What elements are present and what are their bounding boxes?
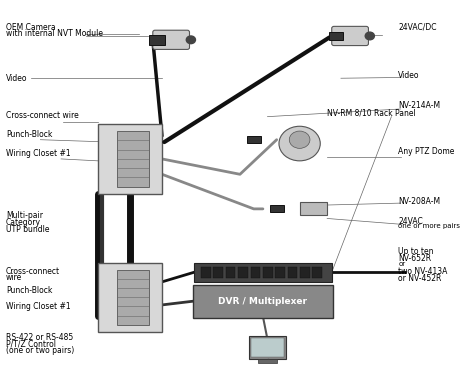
Text: Category: Category	[6, 218, 41, 227]
Text: Punch-Block: Punch-Block	[6, 130, 52, 139]
Text: RS-422 or RS-485: RS-422 or RS-485	[6, 332, 73, 342]
Text: two NV-413A: two NV-413A	[398, 267, 447, 276]
Bar	[270, 205, 283, 212]
Bar	[226, 267, 236, 278]
Text: NV-214A-M: NV-214A-M	[398, 101, 440, 110]
Text: NV-RM 8/10 Rack Panel: NV-RM 8/10 Rack Panel	[327, 109, 416, 118]
Text: one or more pairs: one or more pairs	[398, 223, 460, 229]
Bar	[201, 267, 210, 278]
Bar	[258, 360, 277, 363]
Bar	[263, 267, 273, 278]
Text: Punch-Block: Punch-Block	[6, 286, 52, 296]
Bar	[247, 136, 261, 143]
Bar	[275, 267, 285, 278]
FancyBboxPatch shape	[193, 284, 333, 318]
Text: or NV-452R: or NV-452R	[398, 274, 442, 283]
Bar	[98, 124, 162, 194]
Text: Any PTZ Dome: Any PTZ Dome	[398, 147, 455, 156]
Text: 24VAC/DC: 24VAC/DC	[398, 22, 437, 31]
Bar	[117, 270, 149, 325]
Text: wire: wire	[6, 274, 22, 283]
Bar	[251, 267, 260, 278]
Text: Cross-connect: Cross-connect	[6, 267, 60, 276]
Circle shape	[279, 126, 320, 161]
Bar	[288, 267, 297, 278]
Circle shape	[289, 131, 310, 148]
Bar	[194, 263, 332, 282]
Text: DVR / Multiplexer: DVR / Multiplexer	[219, 296, 308, 306]
Text: Video: Video	[398, 70, 420, 80]
Bar	[251, 337, 283, 357]
Bar	[312, 267, 322, 278]
Text: Wiring Closet #1: Wiring Closet #1	[6, 302, 71, 311]
Text: Multi-pair: Multi-pair	[6, 211, 43, 220]
Bar	[249, 336, 286, 359]
Bar	[329, 32, 343, 40]
Text: Video: Video	[6, 74, 27, 83]
Text: NV-652R: NV-652R	[398, 254, 431, 263]
Text: UTP bundle: UTP bundle	[6, 224, 49, 234]
Text: Up to ten: Up to ten	[398, 247, 434, 256]
Text: with internal NVT Module: with internal NVT Module	[6, 29, 103, 38]
FancyBboxPatch shape	[332, 26, 368, 46]
Text: 24VAC: 24VAC	[398, 217, 423, 226]
Bar	[98, 263, 162, 332]
Text: Wiring Closet #1: Wiring Closet #1	[6, 149, 71, 158]
Text: OEM Camera: OEM Camera	[6, 22, 55, 31]
Bar	[213, 267, 223, 278]
Bar	[149, 35, 165, 45]
Circle shape	[186, 36, 195, 44]
Text: or: or	[398, 261, 405, 267]
Text: NV-208A-M: NV-208A-M	[398, 197, 440, 206]
Text: Cross-connect wire: Cross-connect wire	[6, 111, 79, 120]
Text: (one or two pairs): (one or two pairs)	[6, 346, 74, 355]
FancyBboxPatch shape	[153, 30, 190, 50]
Bar	[300, 267, 310, 278]
Bar	[238, 267, 248, 278]
Text: P/T/Z Control: P/T/Z Control	[6, 339, 56, 349]
Bar	[117, 131, 149, 187]
Circle shape	[365, 32, 374, 40]
FancyBboxPatch shape	[300, 202, 327, 216]
